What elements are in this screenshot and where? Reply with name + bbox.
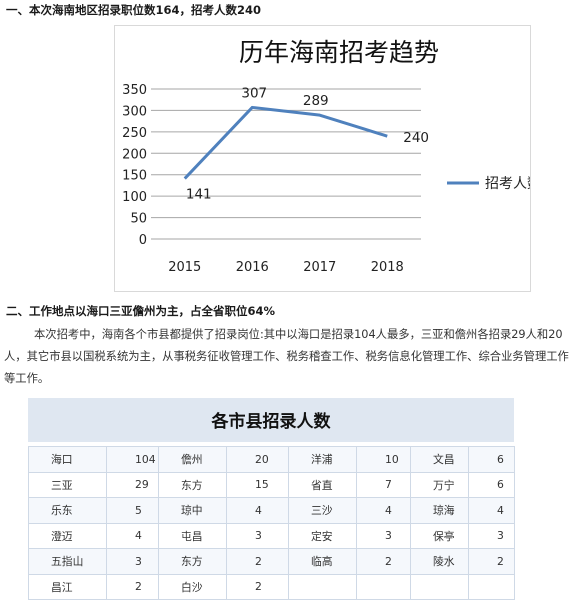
y-tick-label: 100 bbox=[122, 190, 147, 205]
table-row: 五指山 3 东方 2 临高 2 陵水 2 bbox=[28, 548, 515, 575]
count-cell: 6 bbox=[468, 446, 515, 473]
y-tick-label: 250 bbox=[122, 126, 147, 141]
city-name-cell bbox=[288, 573, 357, 600]
line-chart-svg: 历年海南招考趋势 0 50 100 150 200 250 300 350 2015 2016 201… bbox=[122, 38, 530, 275]
city-name-cell: 三沙 bbox=[288, 497, 357, 524]
count-cell bbox=[356, 573, 411, 600]
count-cell: 3 bbox=[356, 522, 411, 549]
city-name-cell: 屯昌 bbox=[158, 522, 227, 549]
city-name-cell: 海口 bbox=[28, 446, 107, 473]
count-cell: 15 bbox=[226, 471, 289, 498]
chart-title: 历年海南招考趋势 bbox=[239, 38, 439, 67]
count-cell: 5 bbox=[106, 497, 159, 524]
city-name-cell bbox=[410, 573, 469, 600]
count-cell: 10 bbox=[356, 446, 411, 473]
table-title: 各市县招录人数 bbox=[28, 398, 514, 442]
y-tick-label: 150 bbox=[122, 169, 147, 184]
count-cell: 2 bbox=[226, 573, 289, 600]
city-name-cell: 临高 bbox=[288, 548, 357, 575]
count-cell: 4 bbox=[106, 522, 159, 549]
count-cell: 3 bbox=[226, 522, 289, 549]
x-tick-label: 2017 bbox=[303, 260, 336, 275]
count-cell: 2 bbox=[226, 548, 289, 575]
x-tick-label: 2015 bbox=[168, 260, 201, 275]
count-cell: 20 bbox=[226, 446, 289, 473]
city-name-cell: 琼中 bbox=[158, 497, 227, 524]
count-cell: 6 bbox=[468, 471, 515, 498]
city-name-cell: 保亭 bbox=[410, 522, 469, 549]
table-row: 三亚 29 东方 15 省直 7 万宁 6 bbox=[28, 471, 515, 498]
y-tick-label: 300 bbox=[122, 104, 147, 119]
y-tick-label: 200 bbox=[122, 147, 147, 162]
city-name-cell: 东方 bbox=[158, 471, 227, 498]
city-name-cell: 三亚 bbox=[28, 471, 107, 498]
trend-chart: 历年海南招考趋势 0 50 100 150 200 250 300 350 2015 2016 201… bbox=[114, 25, 531, 292]
count-cell: 3 bbox=[468, 522, 515, 549]
count-cell: 4 bbox=[226, 497, 289, 524]
x-tick-label: 2016 bbox=[236, 260, 269, 275]
y-tick-label: 0 bbox=[139, 233, 147, 248]
data-label: 307 bbox=[241, 85, 267, 101]
section-heading-2: 二、工作地点以海口三亚儋州为主，占全省职位64% bbox=[6, 304, 276, 318]
count-cell: 104 bbox=[106, 446, 159, 473]
city-name-cell: 东方 bbox=[158, 548, 227, 575]
count-cell: 2 bbox=[468, 548, 515, 575]
count-cell: 2 bbox=[356, 548, 411, 575]
count-cell: 4 bbox=[356, 497, 411, 524]
table-row: 昌江 2 白沙 2 bbox=[28, 573, 515, 600]
count-cell: 2 bbox=[106, 573, 159, 600]
x-tick-label: 2018 bbox=[371, 260, 404, 275]
count-cell bbox=[468, 573, 515, 600]
table-row: 海口 104 儋州 20 洋浦 10 文昌 6 bbox=[28, 446, 515, 473]
city-name-cell: 五指山 bbox=[28, 548, 107, 575]
series-line bbox=[183, 105, 388, 180]
city-name-cell: 乐东 bbox=[28, 497, 107, 524]
city-name-cell: 陵水 bbox=[410, 548, 469, 575]
city-name-cell: 文昌 bbox=[410, 446, 469, 473]
table-row: 澄迈 4 屯昌 3 定安 3 保亭 3 bbox=[28, 522, 515, 549]
data-label: 141 bbox=[186, 187, 212, 203]
city-name-cell: 儋州 bbox=[158, 446, 227, 473]
city-name-cell: 定安 bbox=[288, 522, 357, 549]
count-cell: 3 bbox=[106, 548, 159, 575]
y-tick-label: 350 bbox=[122, 83, 147, 98]
section-heading-1: 一、本次海南地区招录职位数164，招考人数240 bbox=[6, 3, 262, 17]
count-cell: 7 bbox=[356, 471, 411, 498]
table-row: 乐东 5 琼中 4 三沙 4 琼海 4 bbox=[28, 497, 515, 524]
city-recruitment-table: 海口 104 儋州 20 洋浦 10 文昌 6 三亚 29 东方 15 省直 7 万宁 6 乐东 5 琼中 4 三沙 4 琼… bbox=[28, 446, 515, 600]
legend-label: 招考人数 bbox=[485, 176, 530, 192]
count-cell: 4 bbox=[468, 497, 515, 524]
y-tick-label: 50 bbox=[130, 212, 147, 227]
city-name-cell: 白沙 bbox=[158, 573, 227, 600]
body-paragraph: 本次招考中，海南各个市县都提供了招录岗位:其中以海口是招录104人最多，三亚和儋… bbox=[4, 328, 569, 385]
city-name-cell: 琼海 bbox=[410, 497, 469, 524]
city-name-cell: 洋浦 bbox=[288, 446, 357, 473]
data-label: 289 bbox=[303, 93, 329, 109]
count-cell: 29 bbox=[106, 471, 159, 498]
city-name-cell: 省直 bbox=[288, 471, 357, 498]
city-name-cell: 澄迈 bbox=[28, 522, 107, 549]
city-name-cell: 昌江 bbox=[28, 573, 107, 600]
city-name-cell: 万宁 bbox=[410, 471, 469, 498]
data-label: 240 bbox=[403, 130, 429, 146]
